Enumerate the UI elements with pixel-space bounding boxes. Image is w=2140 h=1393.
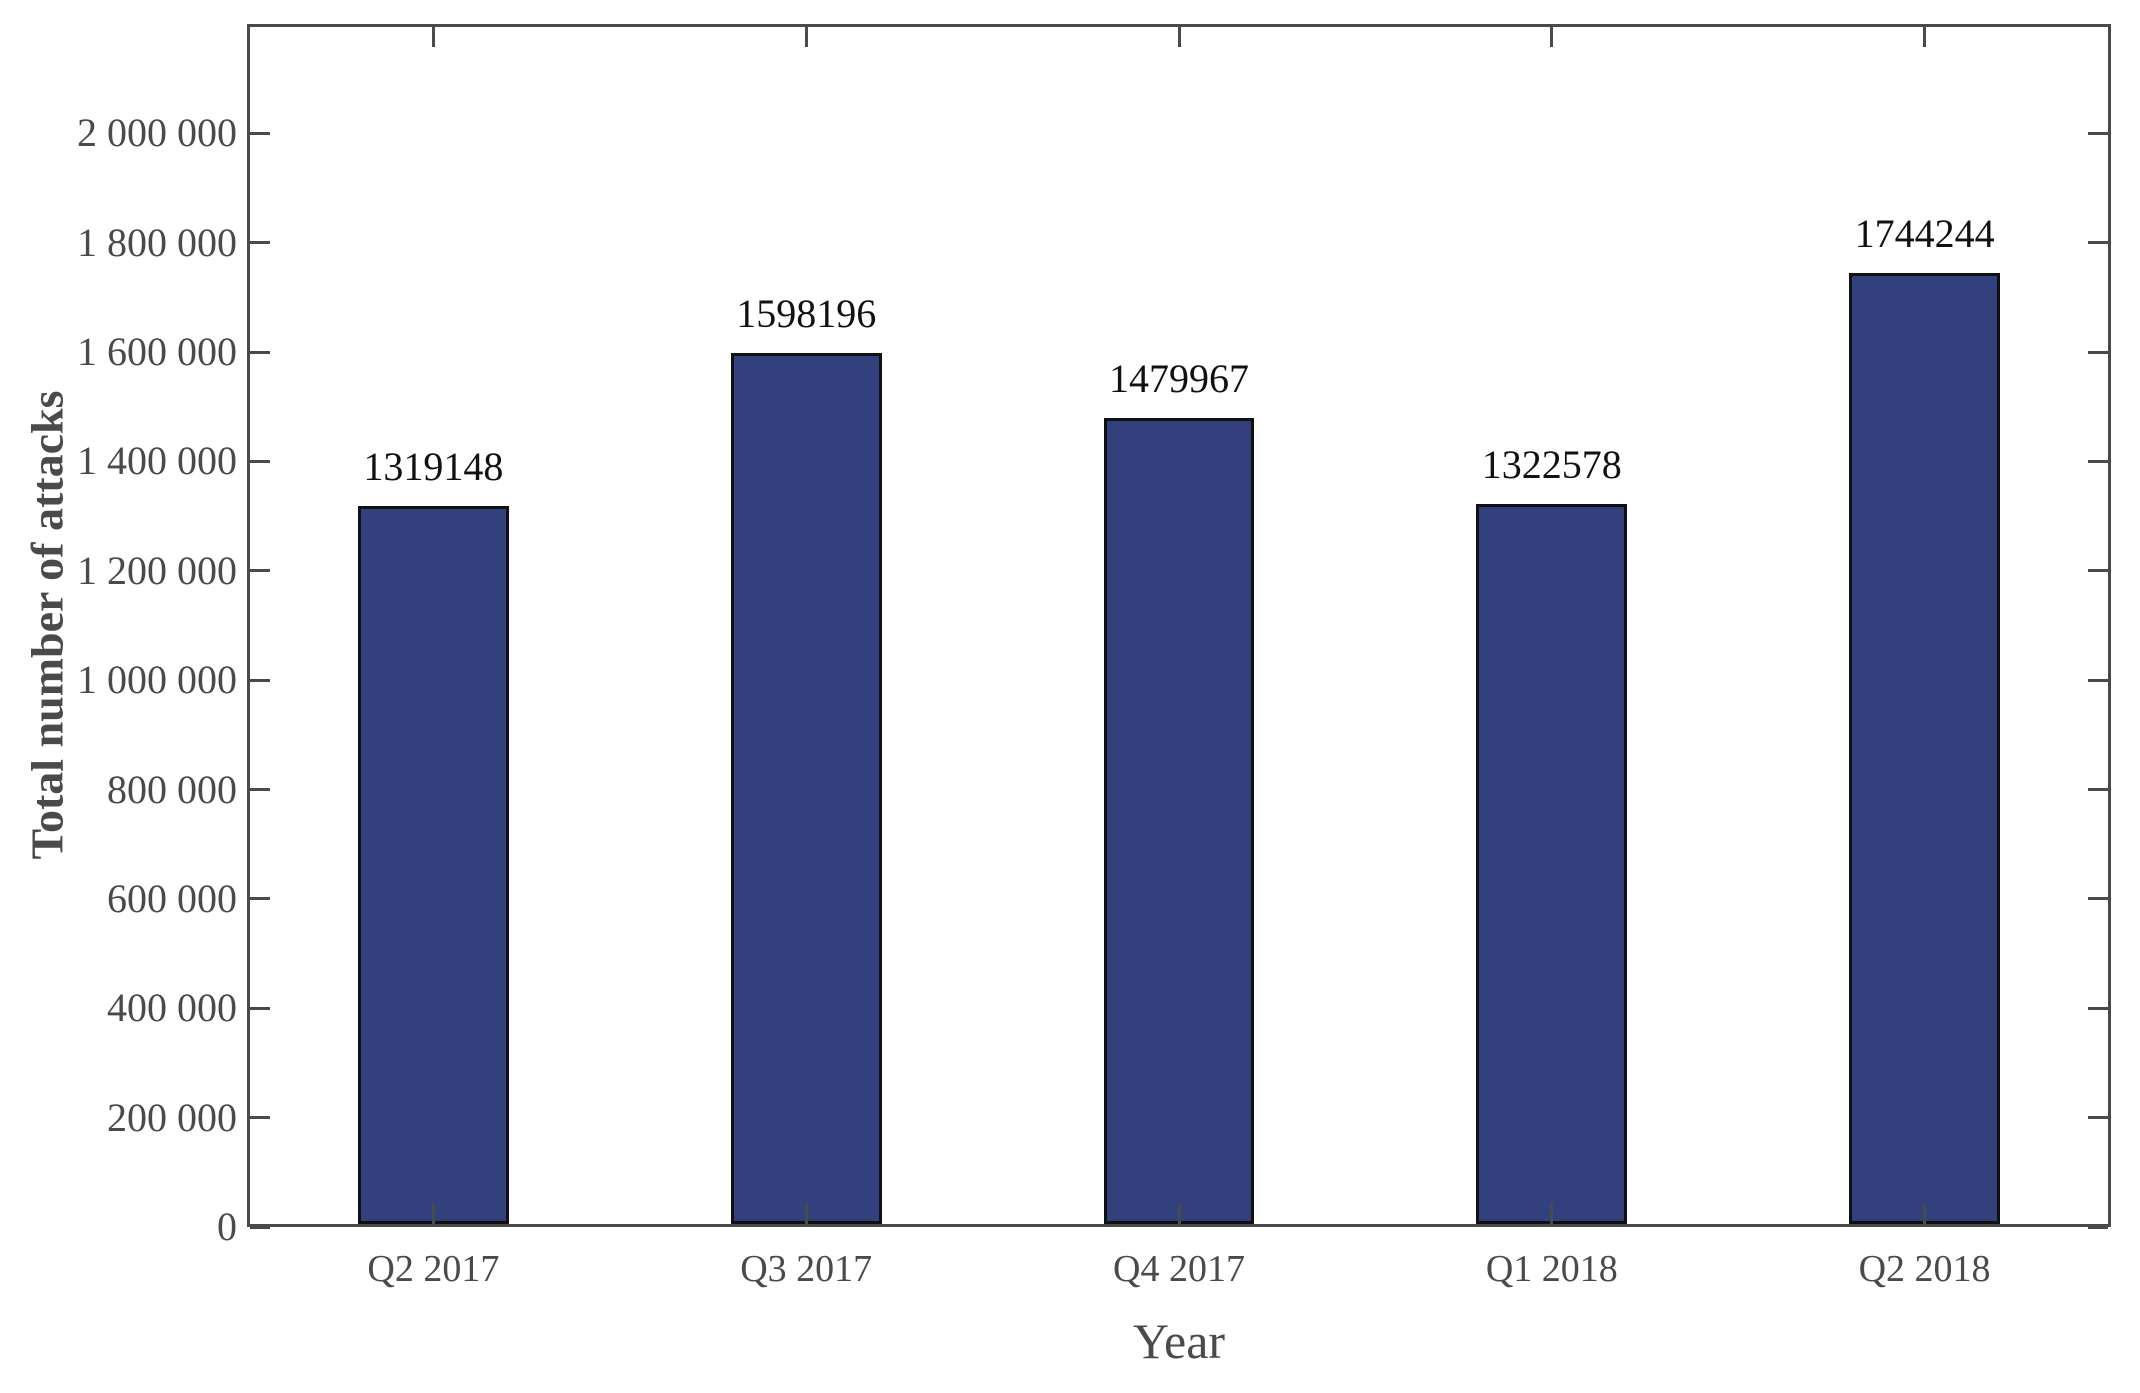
x-tick-mark-bottom — [431, 1204, 435, 1224]
y-tick-label: 2 000 000 — [77, 110, 237, 156]
y-tick-label: 1 000 000 — [77, 657, 237, 703]
y-tick-mark-left — [250, 131, 270, 135]
x-tick-label: Q2 2017 — [367, 1248, 500, 1290]
y-tick-mark-right — [2088, 1006, 2108, 1010]
x-tick-label: Q4 2017 — [1113, 1248, 1245, 1290]
y-tick-mark-right — [2088, 459, 2108, 463]
x-tick-mark-top — [804, 27, 808, 47]
x-tick-mark-bottom — [804, 1204, 808, 1224]
bar — [1103, 417, 1255, 1224]
y-tick-mark-right — [2088, 131, 2108, 135]
y-tick-mark-left — [250, 678, 270, 682]
y-tick-label: 1 400 000 — [77, 438, 237, 484]
y-tick-label: 0 — [217, 1204, 237, 1249]
y-tick-mark-left — [250, 241, 270, 245]
y-tick-mark-left — [250, 1006, 270, 1010]
y-tick-mark-right — [2088, 350, 2108, 354]
x-tick-label: Q2 2018 — [1858, 1248, 1991, 1290]
bar-value-label: 1479967 — [1109, 355, 1249, 401]
y-tick-mark-left — [250, 897, 270, 901]
x-tick-mark-bottom — [1923, 1204, 1927, 1224]
y-tick-label: 1 200 000 — [77, 547, 237, 593]
y-tick-mark-right — [2088, 678, 2108, 682]
x-tick-mark-bottom — [1550, 1204, 1554, 1224]
y-tick-mark-right — [2088, 1225, 2108, 1229]
bar — [357, 505, 509, 1224]
y-tick-mark-right — [2088, 897, 2108, 901]
x-tick-mark-top — [1177, 27, 1181, 47]
bar-value-label: 1319148 — [363, 443, 504, 489]
y-tick-mark-right — [2088, 1116, 2108, 1120]
y-tick-mark-left — [250, 569, 270, 573]
x-axis-label: Year — [1132, 1313, 1226, 1369]
x-tick-mark-top — [1923, 27, 1927, 47]
bar — [1476, 503, 1628, 1224]
x-tick-label: Q3 2017 — [740, 1248, 873, 1290]
y-tick-label: 400 000 — [107, 985, 237, 1031]
bar — [1849, 273, 2001, 1224]
x-tick-label: Q1 2018 — [1485, 1248, 1618, 1290]
y-tick-mark-left — [250, 350, 270, 354]
x-tick-mark-bottom — [1177, 1204, 1181, 1224]
x-tick-mark-top — [431, 27, 435, 47]
x-tick-mark-top — [1550, 27, 1554, 47]
y-tick-mark-left — [250, 459, 270, 463]
y-tick-mark-right — [2088, 241, 2108, 245]
y-tick-label: 800 000 — [107, 766, 237, 812]
y-tick-mark-left — [250, 1116, 270, 1120]
bar-value-label: 1322578 — [1481, 441, 1622, 487]
y-tick-label: 200 000 — [107, 1094, 237, 1140]
bar-value-label: 1744244 — [1854, 211, 1995, 257]
y-tick-mark-right — [2088, 569, 2108, 573]
y-tick-label: 600 000 — [107, 875, 237, 921]
y-tick-mark-right — [2088, 788, 2108, 792]
y-tick-mark-left — [250, 788, 270, 792]
y-tick-mark-left — [250, 1225, 270, 1229]
y-tick-label: 1 800 000 — [77, 219, 237, 265]
bar-value-label: 1598196 — [736, 291, 877, 337]
bar — [730, 353, 882, 1224]
y-tick-label: 1 600 000 — [77, 329, 237, 375]
